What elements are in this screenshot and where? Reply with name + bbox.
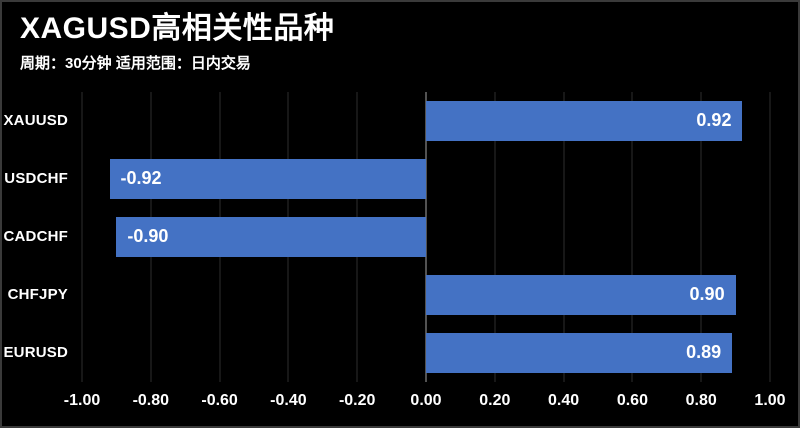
gridline (769, 91, 771, 382)
bar-eurusd: 0.89 (426, 332, 733, 373)
chart-subtitle: 周期：30分钟 适用范围：日内交易 (20, 54, 251, 72)
bar-value-label: 0.89 (686, 342, 722, 362)
x-axis: -1.00 -0.80 -0.60 -0.40 -0.20 0.00 0.20 … (64, 382, 786, 416)
x-tick-label: 0.80 (685, 391, 717, 409)
x-tick-label: 0.60 (616, 391, 648, 409)
x-tick-label: -0.60 (201, 391, 238, 409)
bar-value-label: 0.90 (689, 284, 725, 304)
x-tick-label: 0.00 (410, 391, 442, 409)
bar-value-label: 0.92 (696, 110, 732, 130)
gridline (631, 91, 633, 382)
bar-xauusd: 0.92 (426, 100, 743, 141)
bar-cadchf: -0.90 (116, 216, 426, 257)
bar-value-label: -0.92 (120, 168, 162, 188)
gridline (494, 91, 496, 382)
gridline (81, 91, 83, 382)
bar-usdchf: -0.92 (109, 158, 426, 199)
x-tick-label: 0.40 (548, 391, 580, 409)
x-tick-label: -0.80 (132, 391, 170, 409)
x-tick-label: -1.00 (63, 391, 101, 409)
gridline (563, 91, 565, 382)
gridline-zero (425, 91, 427, 382)
x-tick-label: -0.40 (270, 391, 307, 409)
bar-row: EURUSD 0.89 (3, 324, 770, 382)
chart-header: XAGUSD高相关性品种 周期：30分钟 适用范围：日内交易 (2, 2, 798, 73)
bar-row: CADCHF -0.90 (3, 208, 770, 266)
category-label: EURUSD (3, 344, 68, 361)
category-label: CADCHF (3, 228, 68, 245)
category-label: USDCHF (4, 170, 68, 187)
bar-row: XAUUSD 0.92 (3, 92, 770, 150)
bar-chfjpy: 0.90 (426, 274, 736, 315)
category-label: XAUUSD (3, 112, 68, 129)
bar-row: CHFJPY 0.90 (8, 266, 770, 324)
x-tick-label: -0.20 (338, 391, 376, 409)
chart-title: XAGUSD高相关性品种 (20, 12, 335, 45)
plot-area: XAUUSD 0.92 USDCHF -0.92 CADCHF -0.90 CH… (3, 91, 771, 382)
category-label: CHFJPY (7, 286, 68, 303)
bar-value-label: -0.90 (127, 226, 169, 246)
x-tick-label: 0.20 (479, 391, 511, 409)
bar-row: USDCHF -0.92 (4, 150, 770, 208)
gridline (700, 91, 702, 382)
x-tick-label: 1.00 (754, 391, 786, 409)
